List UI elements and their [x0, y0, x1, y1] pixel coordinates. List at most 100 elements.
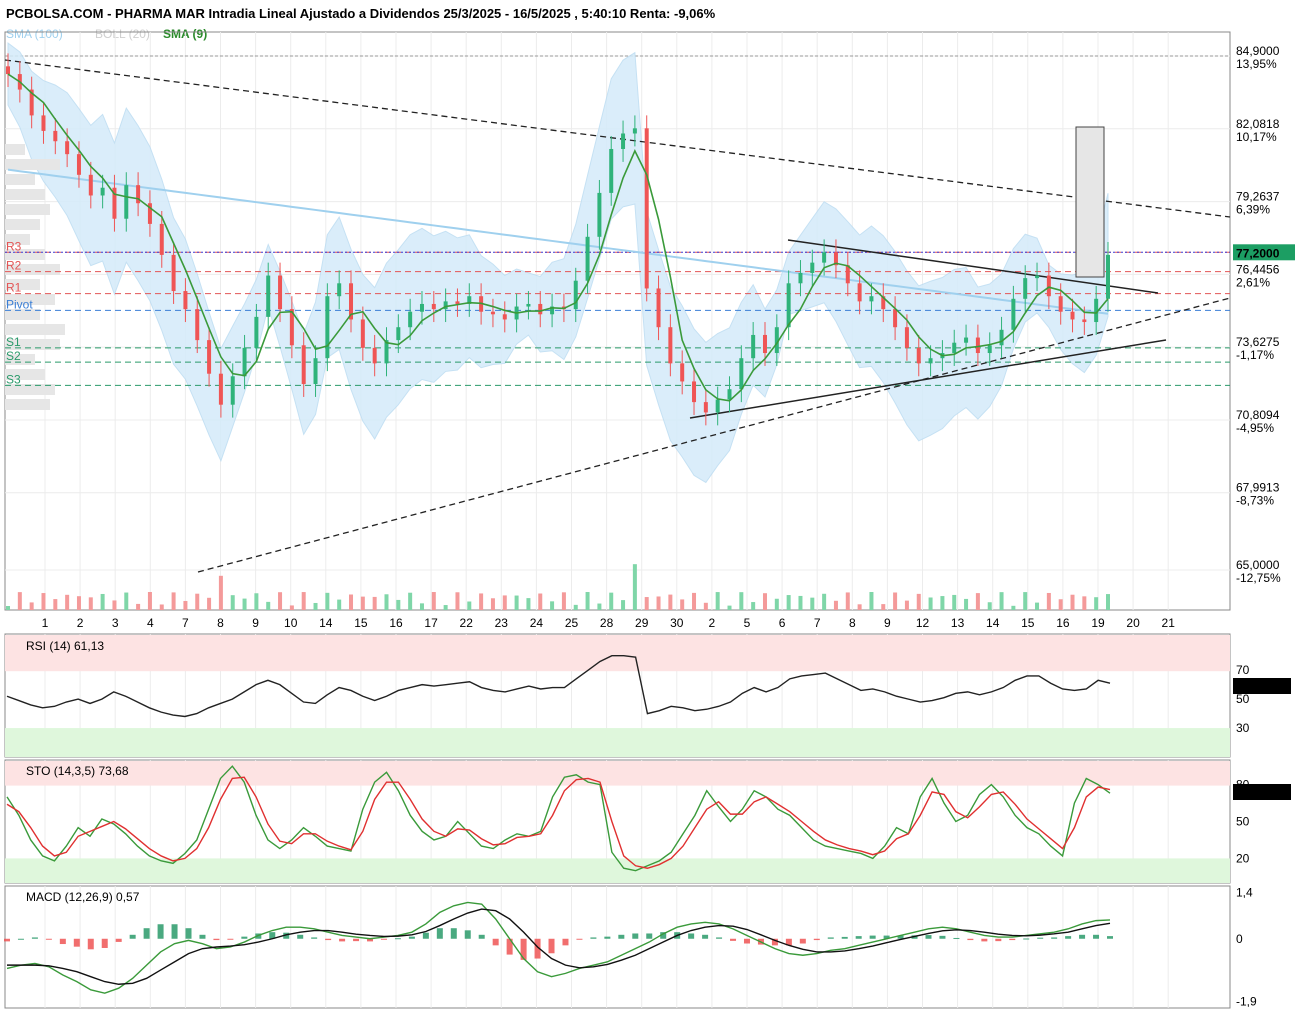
candle-body — [798, 272, 803, 284]
macd-axis-label: 1,4 — [1236, 886, 1253, 900]
candle-body — [975, 337, 980, 354]
chart-title: PCBOLSA.COM - PHARMA MAR Intradia Lineal… — [6, 6, 716, 21]
date-label: 3 — [112, 616, 119, 630]
macd-histogram-bar — [785, 938, 792, 946]
percent-label: -8,73% — [1236, 494, 1274, 508]
macd-histogram-bar — [995, 938, 1002, 942]
rsi-label: RSI (14) 61,13 — [26, 639, 104, 653]
uptrend-line — [197, 297, 1231, 573]
candle-body — [810, 262, 815, 273]
volume-bar — [313, 602, 318, 610]
support-line — [689, 339, 1167, 419]
macd-histogram-bar — [1107, 936, 1113, 939]
volume-bar — [502, 595, 507, 610]
current-price-box — [1233, 244, 1295, 261]
candle-body — [964, 337, 969, 343]
candle-body — [822, 252, 827, 263]
candle-body — [762, 334, 767, 354]
volume-bar — [727, 605, 732, 610]
macd-histogram-bar — [506, 938, 513, 955]
macd-histogram-bar — [269, 932, 276, 939]
macd-histogram-bar — [702, 934, 709, 939]
date-label: 21 — [1162, 616, 1176, 630]
macd-histogram-bar — [241, 936, 248, 939]
downtrend-line — [4, 59, 1231, 218]
volume-bar — [999, 592, 1004, 610]
macd-histogram-bar — [422, 932, 429, 939]
volume-bar — [585, 592, 590, 610]
sto-d-line — [6, 776, 1111, 869]
volume-bar — [230, 595, 235, 610]
percent-label: 13,95% — [1236, 57, 1277, 71]
date-label: 19 — [1091, 616, 1105, 630]
sto-overbought-zone — [5, 761, 1230, 786]
sma9-line — [7, 73, 1109, 402]
candle-body — [1094, 298, 1099, 323]
pivot-label: S3 — [6, 372, 21, 386]
candle-body — [621, 133, 626, 149]
date-label: 12 — [916, 616, 930, 630]
price-label: 79,2637 — [1236, 190, 1280, 204]
price-label: 67,9913 — [1236, 481, 1280, 495]
percent-label: 2,61% — [1236, 275, 1270, 289]
macd-histogram-bar — [450, 928, 457, 939]
macd-histogram-bar — [883, 935, 890, 939]
volume-bar — [703, 602, 708, 610]
macd-histogram-bar — [869, 935, 876, 939]
candle-body — [112, 187, 117, 219]
volume-profile-bar — [5, 339, 60, 350]
macd-label: MACD (12,26,9) 0,57 — [26, 890, 140, 904]
price-label: 76,4456 — [1236, 262, 1280, 276]
pivot-label: Pivot — [6, 297, 33, 311]
volume-bar — [159, 604, 164, 610]
date-label: 8 — [849, 616, 856, 630]
volume-bar — [561, 592, 566, 610]
date-label: 4 — [147, 616, 154, 630]
pivot-label: R2 — [6, 259, 22, 273]
macd-histogram-bar — [1009, 938, 1016, 941]
volume-bar — [526, 598, 531, 610]
pivot-label: R1 — [6, 281, 22, 295]
volume-bar — [739, 592, 744, 610]
date-label: 7 — [182, 616, 189, 630]
sto-level: 20 — [1236, 851, 1250, 865]
candle-body — [301, 345, 306, 385]
candle-body — [692, 381, 697, 403]
volume-profile-bar — [5, 219, 40, 230]
sma9-path — [7, 73, 1109, 402]
candle-body — [266, 275, 271, 317]
macd-histogram-bar — [716, 937, 723, 939]
date-label: 29 — [635, 616, 649, 630]
macd-histogram-bar — [1051, 937, 1058, 939]
percent-label: -12,75% — [1236, 571, 1281, 585]
date-label: 15 — [354, 616, 368, 630]
volume-bar — [171, 592, 176, 610]
volume-bar — [443, 605, 448, 610]
candle-body — [739, 358, 744, 390]
candle-body — [136, 185, 141, 204]
candle-body — [833, 252, 838, 266]
macd-histogram-bar — [953, 937, 960, 939]
macd-histogram-bar — [115, 938, 122, 942]
macd-line — [6, 901, 1111, 994]
macd-histogram-bar — [171, 924, 178, 939]
volume-bar — [715, 592, 720, 610]
stochastic-panel: STO (14,3,5) 73,6880502073,689 — [5, 761, 1291, 883]
volume-profile-bar — [5, 249, 45, 260]
candle-body — [29, 89, 34, 116]
macd-histogram-bar — [562, 938, 569, 946]
date-label: 14 — [986, 616, 1000, 630]
date-label: 28 — [600, 616, 614, 630]
candle-body — [609, 148, 614, 193]
price-label: 84,9000 — [1236, 44, 1280, 58]
date-label: 9 — [252, 616, 259, 630]
candle-body — [171, 254, 176, 292]
date-label: 2 — [709, 616, 716, 630]
volume-bar — [762, 593, 767, 610]
volume-bar — [88, 597, 93, 610]
candle-body — [952, 342, 957, 354]
candle-body — [526, 303, 531, 307]
volume-profile-bar — [5, 144, 25, 155]
volume-bar — [218, 575, 223, 610]
macd-histogram-bar — [4, 938, 10, 942]
